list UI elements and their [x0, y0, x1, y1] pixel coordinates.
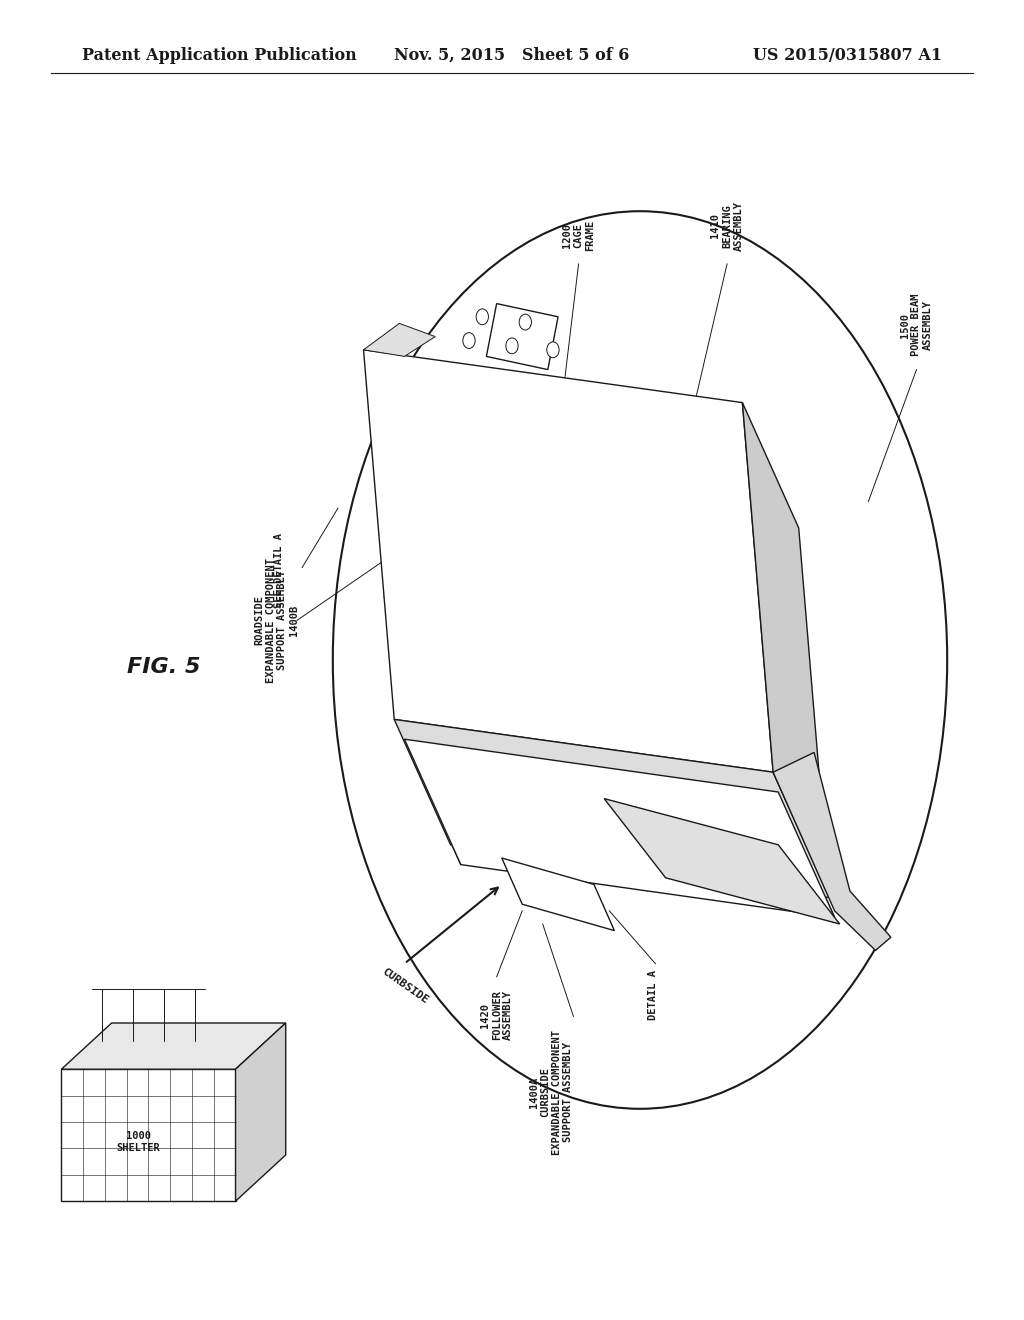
- Polygon shape: [604, 799, 840, 924]
- Text: 1000
SHELTER: 1000 SHELTER: [117, 1131, 160, 1152]
- Polygon shape: [404, 739, 835, 917]
- Polygon shape: [742, 403, 829, 898]
- Text: 1500
POWER BEAM
ASSEMBLY: 1500 POWER BEAM ASSEMBLY: [900, 294, 933, 356]
- Text: Patent Application Publication: Patent Application Publication: [82, 48, 356, 63]
- Text: 1200
CAGE
FRAME: 1200 CAGE FRAME: [562, 219, 595, 251]
- Polygon shape: [486, 304, 558, 370]
- Ellipse shape: [333, 211, 947, 1109]
- Text: US 2015/0315807 A1: US 2015/0315807 A1: [753, 48, 942, 63]
- Polygon shape: [61, 1023, 286, 1069]
- Polygon shape: [236, 1023, 286, 1201]
- Text: FIG. 5: FIG. 5: [127, 656, 201, 677]
- Polygon shape: [364, 350, 773, 772]
- Circle shape: [476, 309, 488, 325]
- Text: 1400A
CURBSIDE
EXPANDABLE COMPONENT
SUPPORT ASSEMBLY: 1400A CURBSIDE EXPANDABLE COMPONENT SUPP…: [528, 1030, 573, 1155]
- Polygon shape: [502, 858, 614, 931]
- Text: Nov. 5, 2015   Sheet 5 of 6: Nov. 5, 2015 Sheet 5 of 6: [394, 48, 630, 63]
- Circle shape: [463, 333, 475, 348]
- Polygon shape: [394, 719, 829, 898]
- Polygon shape: [773, 752, 891, 950]
- Text: 1420
FOLLOWER
ASSEMBLY: 1420 FOLLOWER ASSEMBLY: [480, 990, 513, 1040]
- Circle shape: [506, 338, 518, 354]
- Text: DETAIL A: DETAIL A: [648, 970, 658, 1020]
- Polygon shape: [364, 323, 435, 356]
- Polygon shape: [61, 1069, 236, 1201]
- Text: 1410
BEARING
ASSEMBLY: 1410 BEARING ASSEMBLY: [711, 201, 743, 251]
- Text: ROADSIDE
EXPANDABLE COMPONENT
SUPPORT ASSEMBLY
1400B: ROADSIDE EXPANDABLE COMPONENT SUPPORT AS…: [254, 558, 299, 682]
- Circle shape: [519, 314, 531, 330]
- Text: CURBSIDE: CURBSIDE: [380, 966, 429, 1006]
- Circle shape: [547, 342, 559, 358]
- Text: SEE DETAIL A: SEE DETAIL A: [274, 533, 285, 607]
